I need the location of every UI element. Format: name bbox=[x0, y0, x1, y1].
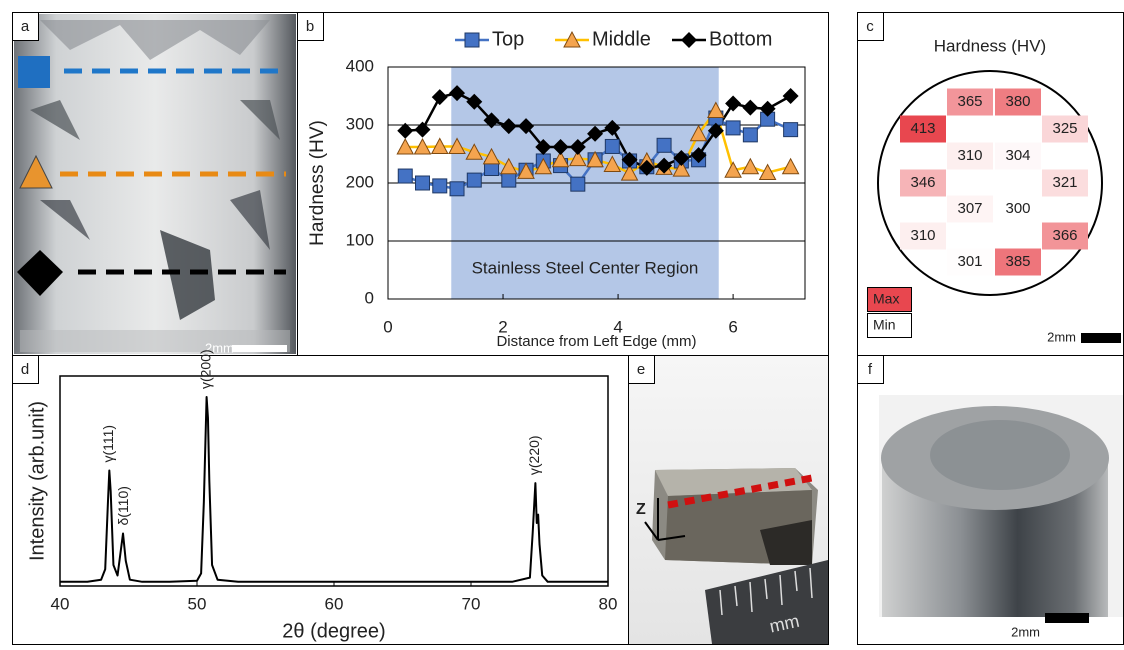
marker bbox=[743, 128, 757, 142]
x-axis-label: 2θ (degree) bbox=[282, 620, 385, 642]
marker bbox=[502, 173, 516, 187]
hardness-value: 366 bbox=[1052, 227, 1077, 244]
x-tick-label: 80 bbox=[599, 594, 618, 613]
marker bbox=[742, 159, 758, 174]
y-tick-label: 300 bbox=[346, 114, 374, 133]
marker bbox=[657, 138, 671, 152]
panel-label: e bbox=[637, 361, 645, 378]
marker bbox=[467, 173, 481, 187]
panel-label: c bbox=[866, 18, 874, 35]
marker bbox=[416, 176, 430, 190]
panel-label: b bbox=[306, 18, 314, 35]
marker bbox=[450, 182, 464, 196]
marker bbox=[783, 88, 799, 104]
legend-label: Max bbox=[873, 291, 899, 307]
marker bbox=[742, 100, 758, 116]
hardness-value: 307 bbox=[957, 200, 982, 217]
hardness-value: 310 bbox=[957, 147, 982, 164]
x-tick-label: 50 bbox=[188, 594, 207, 613]
x-tick-label: 60 bbox=[325, 594, 344, 613]
photo-f: 2mm bbox=[879, 395, 1123, 639]
legend-label: Min bbox=[873, 317, 896, 333]
hardness-value: 346 bbox=[910, 174, 935, 191]
marker bbox=[433, 179, 447, 193]
y-tick-label: 0 bbox=[365, 288, 374, 307]
x-tick-label: 70 bbox=[462, 594, 481, 613]
hardness-value: 300 bbox=[1005, 200, 1030, 217]
legend-label: Top bbox=[492, 28, 524, 50]
panel-label: a bbox=[21, 18, 30, 35]
x-tick-label: 40 bbox=[51, 594, 70, 613]
plot-frame bbox=[60, 376, 608, 586]
hardness-value: 365 bbox=[957, 93, 982, 110]
heatmap-title: Hardness (HV) bbox=[934, 36, 1046, 55]
axis-z-label: Z bbox=[636, 501, 646, 518]
series-line bbox=[60, 397, 608, 582]
scale-bar-label: 2mm bbox=[1011, 624, 1040, 639]
legend-label: Middle bbox=[592, 28, 651, 50]
marker bbox=[465, 33, 479, 47]
marker bbox=[681, 32, 697, 48]
peak-label: γ(200) bbox=[197, 349, 213, 389]
photo-a: 2mm bbox=[14, 14, 296, 355]
figure: 2mm Z mm 2mm 2mm abcdefStainless Steel C… bbox=[0, 0, 1124, 645]
photo-e: Z mm bbox=[629, 356, 828, 644]
marker bbox=[725, 96, 741, 112]
hardness-value: 325 bbox=[1052, 120, 1077, 137]
hardness-value: 385 bbox=[1005, 253, 1030, 270]
hardness-value: 380 bbox=[1005, 93, 1030, 110]
marker bbox=[784, 123, 798, 137]
region-label: Stainless Steel Center Region bbox=[472, 258, 699, 277]
scale-bar-label: 2mm bbox=[1047, 329, 1076, 344]
peak-label: γ(220) bbox=[526, 435, 542, 475]
marker bbox=[398, 169, 412, 183]
y-tick-label: 100 bbox=[346, 230, 374, 249]
marker bbox=[726, 121, 740, 135]
y-axis-label: Intensity (arb.unit) bbox=[26, 401, 48, 561]
hardness-value: 304 bbox=[1005, 147, 1030, 164]
x-tick-label: 6 bbox=[728, 317, 737, 336]
marker bbox=[571, 177, 585, 191]
marker bbox=[605, 139, 619, 153]
marker bbox=[432, 89, 448, 105]
scale-bar bbox=[1081, 333, 1121, 343]
y-axis-label: Hardness (HV) bbox=[307, 120, 328, 246]
y-tick-label: 400 bbox=[346, 56, 374, 75]
hardness-value: 321 bbox=[1052, 174, 1077, 191]
hardness-value: 301 bbox=[957, 253, 982, 270]
marker bbox=[415, 122, 431, 138]
marker bbox=[783, 159, 799, 174]
hardness-value: 413 bbox=[910, 120, 935, 137]
peak-label: γ(111) bbox=[100, 425, 116, 463]
hardness-value: 310 bbox=[910, 227, 935, 244]
peak-label: δ(110) bbox=[115, 486, 131, 525]
legend-label: Bottom bbox=[709, 28, 772, 50]
x-tick-label: 0 bbox=[383, 317, 392, 336]
x-axis-label: Distance from Left Edge (mm) bbox=[496, 333, 696, 350]
y-tick-label: 200 bbox=[346, 172, 374, 191]
panel-label: d bbox=[21, 361, 29, 378]
